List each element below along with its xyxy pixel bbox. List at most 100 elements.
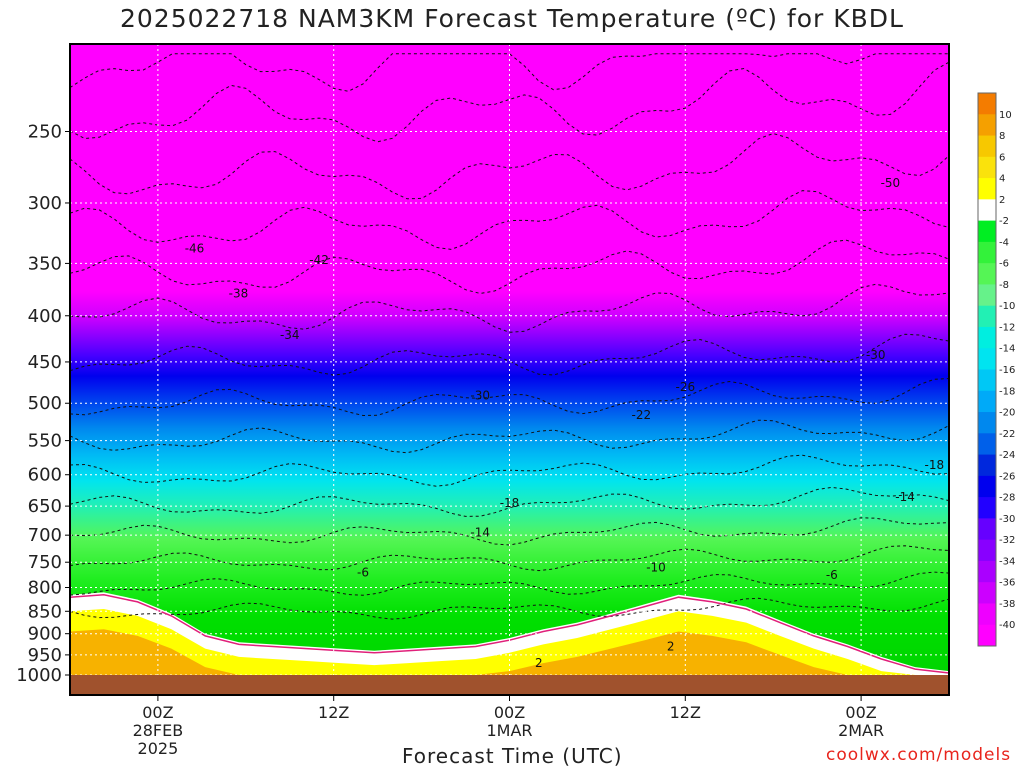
credit-link[interactable]: coolwx.com/models [826, 745, 1012, 765]
colorbar-label: 6 [999, 152, 1005, 163]
colorbar-swatch [978, 390, 996, 413]
plot-area: -54-50-46-46-42-38-38-34-34-30-30-30-26-… [70, 44, 968, 695]
x-tick-sublabel: 2MAR [838, 721, 884, 740]
y-tick-label: 650 [28, 496, 62, 517]
colorbar-swatch [978, 114, 996, 137]
isotherm-line [70, 571, 949, 596]
colorbar-swatch [978, 156, 996, 179]
colorbar-label: -34 [999, 556, 1015, 567]
colorbar-swatch [978, 284, 996, 307]
colorbar-swatch [978, 305, 996, 328]
contour-label: -6 [826, 568, 838, 582]
isotherm-line [70, 283, 949, 333]
colorbar-label: -30 [999, 514, 1015, 525]
isotherm-line [70, 132, 949, 200]
contour-label: -22 [632, 408, 652, 422]
contour-label: 2 [667, 640, 675, 654]
colorbar-swatch [978, 518, 996, 541]
x-tick-label: 00Z [142, 703, 173, 722]
y-tick-label: 700 [28, 525, 62, 546]
y-axis: 2503003504004505005506006507007508008509… [16, 121, 70, 686]
colorbar-label: 2 [999, 195, 1005, 206]
chart-title: 2025022718 NAM3KM Forecast Temperature (… [120, 4, 904, 33]
colorbar-label: 4 [999, 174, 1005, 185]
y-tick-label: 1000 [16, 665, 62, 686]
y-tick-label: 250 [28, 121, 62, 142]
colorbar-label: 10 [999, 110, 1012, 121]
colorbar-swatch [978, 220, 996, 243]
colorbar-swatch [978, 497, 996, 519]
x-tick-label: 12Z [318, 703, 349, 722]
x-tick-sublabel: 28FEB [133, 721, 184, 740]
x-tick-label: 00Z [845, 703, 876, 722]
colorbar-label: -38 [999, 599, 1015, 610]
colorbar-swatch [978, 241, 996, 264]
y-tick-label: 500 [28, 393, 62, 414]
y-tick-label: 850 [28, 601, 62, 622]
colorbar-label: 8 [999, 131, 1005, 142]
colorbar-swatch [978, 199, 996, 222]
colorbar-label: -12 [999, 322, 1015, 333]
colorbar-label: -36 [999, 578, 1015, 589]
contour-label: 2 [960, 648, 968, 662]
isotherm-line [70, 597, 949, 620]
contour-label: -30 [866, 348, 886, 362]
contour-label: 2 [535, 656, 543, 670]
colorbar-swatch [978, 582, 996, 604]
colorbar-label: -26 [999, 471, 1015, 482]
colorbar-label: -14 [999, 344, 1015, 355]
y-tick-label: 800 [28, 578, 62, 599]
isotherm-line [70, 61, 949, 143]
colorbar-swatch [978, 412, 996, 434]
colorbar-swatch [978, 560, 996, 583]
colorbar-swatch [978, 475, 996, 498]
colorbar-label: -18 [999, 386, 1015, 397]
colorbar-swatch [978, 348, 996, 370]
colorbar-swatch [978, 135, 996, 158]
colorbar-label: -22 [999, 429, 1015, 440]
contour-label: -18 [500, 496, 520, 510]
colorbar-label: -10 [999, 301, 1015, 312]
colorbar-label: -24 [999, 450, 1015, 461]
colorbar-legend: 10 8 6 4 2 -2 -4 -6 -8 -10 -12 -14 -16 -18 -20 -22 -24 -2… [977, 92, 1015, 647]
colorbar-frame [977, 92, 997, 647]
colorbar-swatch [978, 539, 996, 562]
colorbar-label: -16 [999, 365, 1015, 376]
colorbar-label: -6 [999, 259, 1009, 270]
colorbar-label: -4 [999, 237, 1009, 248]
colorbar-label: -40 [999, 620, 1015, 631]
isotherm-line [70, 419, 949, 454]
x-axis-title: Forecast Time (UTC) [402, 744, 623, 768]
isotherm-line [70, 517, 949, 546]
colorbar-swatch [978, 624, 996, 647]
contour-label: -18 [925, 458, 945, 472]
y-tick-label: 950 [28, 645, 62, 666]
contour-label: -34 [280, 328, 300, 342]
x-tick-year: 2025 [138, 739, 179, 758]
colorbar-swatch [978, 178, 996, 200]
contour-label: -14 [895, 490, 915, 504]
y-tick-label: 450 [28, 352, 62, 373]
isotherm-line [70, 333, 949, 376]
y-tick-label: 350 [28, 253, 62, 274]
contour-label: -10 [646, 560, 666, 574]
colorbar-swatch [978, 454, 996, 477]
colorbar-label: -2 [999, 216, 1009, 227]
colorbar-swatch [978, 433, 996, 456]
contour-labels: -54-50-46-46-42-38-38-34-34-30-30-30-26-… [185, 176, 968, 670]
contour-label: -26 [675, 380, 695, 394]
x-tick-label: 12Z [670, 703, 701, 722]
contour-label: -50 [881, 176, 901, 190]
x-tick-sublabel: 1MAR [486, 721, 532, 740]
colorbar-swatch [978, 369, 996, 392]
contour-label: -6 [357, 566, 369, 580]
ground-surface [70, 675, 949, 695]
contour-label: -46 [185, 242, 205, 256]
colorbar-swatch [978, 263, 996, 285]
grid-lines [70, 44, 949, 695]
contour-label: -30 [470, 388, 490, 402]
colorbar-swatch [978, 603, 996, 626]
y-tick-label: 300 [28, 193, 62, 214]
